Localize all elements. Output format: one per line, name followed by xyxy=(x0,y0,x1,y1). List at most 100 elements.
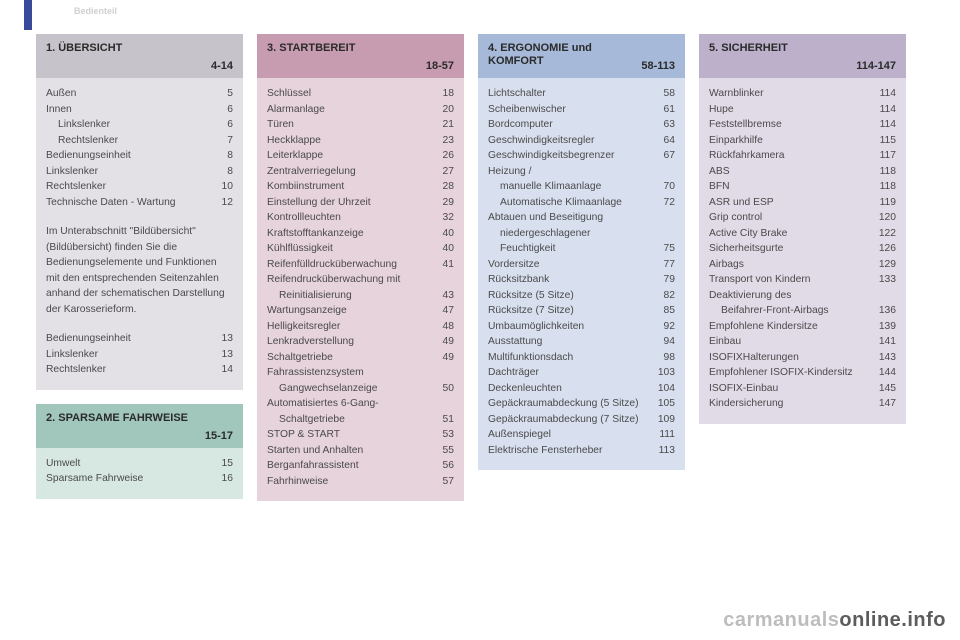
toc-label: ISOFIX-Einbau xyxy=(709,381,875,397)
toc-label: Airbags xyxy=(709,257,875,273)
toc-label: Reifendrucküberwachung mit xyxy=(267,272,454,288)
toc-label: Warnblinker xyxy=(709,86,876,102)
toc-page: 79 xyxy=(660,272,675,288)
toc-row: Elektrische Fensterheber113 xyxy=(488,443,675,459)
toc-label: Rücksitze (7 Sitze) xyxy=(488,303,660,319)
toc-page: 28 xyxy=(439,179,454,195)
section-body: Lichtschalter58Scheibenwischer61Bordcomp… xyxy=(478,78,685,470)
toc-page: 103 xyxy=(654,365,675,381)
toc-row: Lenkradverstellung49 xyxy=(267,334,454,350)
toc-label: Wartungsanzeige xyxy=(267,303,439,319)
toc-page: 92 xyxy=(660,319,675,335)
toc-label: Sicherheitsgurte xyxy=(709,241,875,257)
toc-row: Hupe114 xyxy=(709,102,896,118)
toc-label: Geschwindigkeitsbegrenzer xyxy=(488,148,660,164)
toc-page: 94 xyxy=(660,334,675,350)
section-head: 5. SICHERHEIT 114-147 xyxy=(699,34,906,78)
toc-row: Sicherheitsgurte126 xyxy=(709,241,896,257)
toc-label: Gangwechselanzeige xyxy=(267,381,439,397)
toc-label: Linkslenker xyxy=(46,347,218,363)
toc-label: Kontrollleuchten xyxy=(267,210,439,226)
toc-page: 10 xyxy=(218,179,233,195)
toc-page: 29 xyxy=(439,195,454,211)
section-range: 15-17 xyxy=(205,430,233,442)
col-4: 5. SICHERHEIT 114-147 Warnblinker114Hupe… xyxy=(699,34,906,501)
toc-label: Bordcomputer xyxy=(488,117,660,133)
section-range: 114-147 xyxy=(856,60,896,72)
toc-page: 40 xyxy=(439,226,454,242)
toc-row: Kindersicherung147 xyxy=(709,396,896,412)
toc-label: Außen xyxy=(46,86,223,102)
toc-page: 57 xyxy=(439,474,454,490)
toc-label: Empfohlener ISOFIX-Kindersitz xyxy=(709,365,875,381)
toc-label: Feuchtigkeit xyxy=(488,241,660,257)
toc-label: Berganfahrassistent xyxy=(267,458,439,474)
toc-row: Rückfahrkamera117 xyxy=(709,148,896,164)
toc-label: Dachträger xyxy=(488,365,654,381)
toc-row: Türen21 xyxy=(267,117,454,133)
toc-label: Gepäckraumabdeckung (7 Sitze) xyxy=(488,412,654,428)
toc-page: 49 xyxy=(439,350,454,366)
toc-row: Feststellbremse114 xyxy=(709,117,896,133)
toc-page: 5 xyxy=(223,86,233,102)
toc-row: Einstellung der Uhrzeit29 xyxy=(267,195,454,211)
toc-row: STOP & START53 xyxy=(267,427,454,443)
toc-label: Alarmanlage xyxy=(267,102,439,118)
toc-row: Ausstattung94 xyxy=(488,334,675,350)
section-ergonomie: 4. ERGONOMIE und KOMFORT 58-113 Lichtsch… xyxy=(478,34,685,470)
toc-label: Elektrische Fensterheber xyxy=(488,443,655,459)
toc-page: 114 xyxy=(876,102,896,118)
toc-row: Sparsame Fahrweise16 xyxy=(46,471,233,487)
toc-row: Helligkeitsregler48 xyxy=(267,319,454,335)
toc-page: 14 xyxy=(218,362,233,378)
toc-page: 8 xyxy=(223,164,233,180)
toc-label: Kombiinstrument xyxy=(267,179,439,195)
toc-label: Umwelt xyxy=(46,456,218,472)
toc-page: 143 xyxy=(875,350,896,366)
toc-label: Leiterklappe xyxy=(267,148,439,164)
toc-row: Abtauen und Beseitigung xyxy=(488,210,675,226)
toc-label: niedergeschlagener xyxy=(488,226,675,242)
toc-page: 6 xyxy=(223,102,233,118)
toc-row: Linkslenker6 xyxy=(46,117,233,133)
toc-label: Sparsame Fahrweise xyxy=(46,471,218,487)
toc-page: 72 xyxy=(660,195,675,211)
toc-label: Deckenleuchten xyxy=(488,381,654,397)
section-uebersicht: 1. ÜBERSICHT 4-14 Außen5Innen6Linkslenke… xyxy=(36,34,243,390)
toc-label: Automatisiertes 6-Gang- xyxy=(267,396,454,412)
toc-page: 141 xyxy=(875,334,896,350)
toc-label: Bedienungseinheit xyxy=(46,331,218,347)
toc-row: Geschwindigkeitsregler64 xyxy=(488,133,675,149)
toc-row: Deaktivierung des xyxy=(709,288,896,304)
toc-page: 147 xyxy=(875,396,896,412)
toc-row: Empfohlene Kindersitze139 xyxy=(709,319,896,335)
toc-label: Rechtslenker xyxy=(46,179,218,195)
toc-label: Rückfahrkamera xyxy=(709,148,876,164)
toc-label: Umbaumöglichkeiten xyxy=(488,319,660,335)
toc-label: Heizung / xyxy=(488,164,675,180)
toc-label: Zentralverriegelung xyxy=(267,164,439,180)
toc-page: 18 xyxy=(439,86,454,102)
toc-page: 133 xyxy=(875,272,896,288)
toc-label: Linkslenker xyxy=(46,117,223,133)
toc-row: Bordcomputer63 xyxy=(488,117,675,133)
toc-row: Transport von Kindern133 xyxy=(709,272,896,288)
toc-row: Heckklappe23 xyxy=(267,133,454,149)
toc-label: Reinitialisierung xyxy=(267,288,439,304)
toc-page: 64 xyxy=(660,133,675,149)
toc-page: 120 xyxy=(875,210,896,226)
toc-page: 13 xyxy=(218,347,233,363)
section-head: 2. SPARSAME FAHRWEISE 15-17 xyxy=(36,404,243,448)
toc-row: Empfohlener ISOFIX-Kindersitz144 xyxy=(709,365,896,381)
toc-page: 32 xyxy=(439,210,454,226)
section-head: 1. ÜBERSICHT 4-14 xyxy=(36,34,243,78)
toc-label: ASR und ESP xyxy=(709,195,876,211)
toc-label: Vordersitze xyxy=(488,257,660,273)
toc-page: 111 xyxy=(655,427,675,443)
section-range: 4-14 xyxy=(211,60,233,72)
toc-row: ASR und ESP119 xyxy=(709,195,896,211)
toc-row: Rechtslenker7 xyxy=(46,133,233,149)
toc-label: Schaltgetriebe xyxy=(267,412,439,428)
toc-page: 41 xyxy=(439,257,454,273)
col-3: 4. ERGONOMIE und KOMFORT 58-113 Lichtsch… xyxy=(478,34,685,501)
